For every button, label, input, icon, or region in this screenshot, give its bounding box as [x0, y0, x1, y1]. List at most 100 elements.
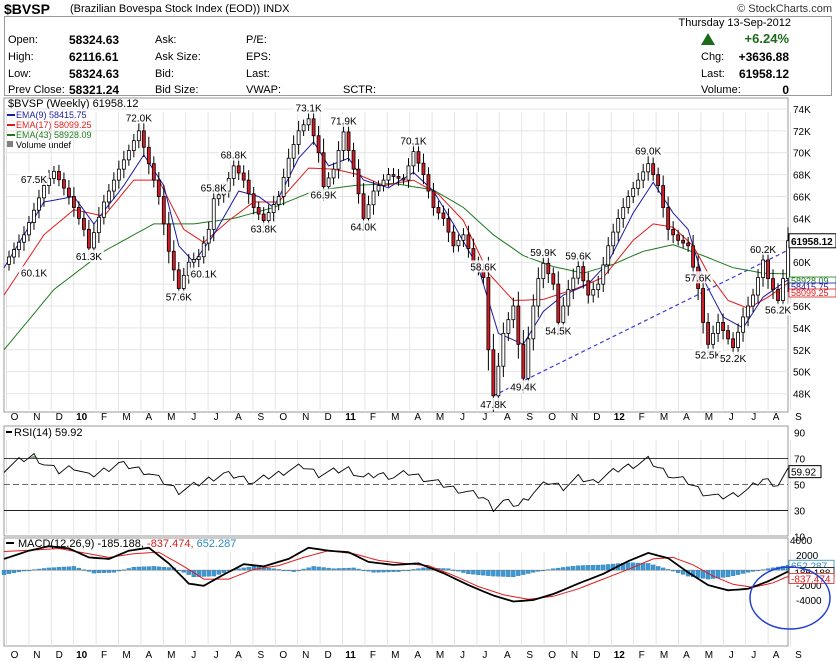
candle-11: [57, 170, 61, 181]
candle-118: [591, 289, 596, 296]
candle-156: [781, 278, 785, 301]
price-panel-border: [3, 97, 789, 413]
macd-hist-bar-111: [556, 567, 561, 571]
x-tick-label: D: [593, 650, 600, 661]
x-tick-label: J: [460, 650, 465, 661]
candle-59: [296, 130, 301, 145]
x-tick-label: J: [191, 412, 196, 423]
brand-label[interactable]: © StockCharts.com: [737, 3, 832, 15]
x-tick-label: D: [324, 650, 331, 661]
price-annotation-bg-10: [308, 188, 339, 201]
candle-67: [336, 150, 341, 170]
candle-127: [636, 179, 641, 189]
eps-label: EPS:: [246, 51, 272, 63]
price-annotation-bg-14: [468, 260, 499, 273]
x-tick-label: O: [11, 412, 19, 423]
candle-53: [266, 212, 271, 222]
candle-113: [566, 289, 571, 307]
candle-12: [62, 179, 66, 189]
price-panel: $BVSP (Weekly) 61958.12 EMA(9) 58415.75E…: [3, 98, 836, 412]
candle-63: [316, 135, 321, 154]
candle-114: [571, 277, 576, 290]
vwap-label: VWAP:: [246, 84, 282, 96]
price-y-tick: 48K: [793, 390, 811, 401]
candle-105: [526, 338, 531, 379]
ask-size-label: Ask Size:: [155, 51, 201, 63]
macd-hist-bar-131: [656, 566, 661, 571]
candle-15: [77, 207, 81, 219]
candle-58: [291, 144, 296, 159]
candle-150: [751, 294, 755, 307]
candle-41: [206, 228, 211, 244]
x-tick-label: A: [773, 412, 780, 423]
candle-69: [346, 131, 351, 151]
candle-86: [431, 190, 436, 208]
macd-hist-bar-9: [46, 567, 52, 571]
candle-124: [621, 207, 626, 219]
x-tick-label: M: [391, 650, 399, 661]
price-annotation-9: 73.1K: [296, 104, 322, 115]
x-tick-label: O: [11, 650, 19, 661]
x-tick-label: A: [414, 412, 421, 423]
candle-126: [631, 187, 636, 197]
candle-97: [486, 277, 491, 351]
x-tick-label: N: [571, 412, 578, 423]
candle-36: [181, 274, 186, 289]
price-annotation-19: 59.6K: [565, 251, 591, 262]
x-tick-label: A: [235, 412, 242, 423]
candle-120: [601, 264, 606, 285]
candle-82: [411, 151, 416, 167]
candle-14: [72, 196, 76, 208]
x-tick-label: D: [56, 412, 63, 423]
macd-hist-bar-2: [11, 569, 17, 573]
x-tick-label: 12: [614, 412, 626, 423]
price-annotation-11: 71.9K: [330, 117, 356, 128]
price-annotation-25: 56.2K: [765, 306, 791, 317]
rsi-y-tick: 90: [794, 429, 806, 440]
price-y-tick: 70K: [793, 149, 811, 160]
price-y-tick: 54K: [793, 324, 811, 335]
candle-70: [351, 150, 356, 170]
macd-signal-line: [3, 547, 789, 600]
x-axis-labels: O N D 10 F M A M J J A S O N D 11 F M A M J J A S O N D 12 F M A M J J A S O…: [11, 412, 803, 661]
price-annotation-6: 60.1K: [191, 269, 217, 280]
price-annotation-21: 57.6K: [685, 273, 711, 284]
x-tick-label: A: [683, 412, 690, 423]
macd-hist-bar-132: [661, 567, 666, 571]
x-tick-label: F: [370, 650, 376, 661]
candle-76: [381, 179, 386, 186]
macd-hist-bar-61: [306, 567, 311, 571]
macd-panel-title: MACD(12,26,9) -185.188, -837.474, 652.28…: [18, 538, 236, 550]
candle-1: [7, 256, 11, 265]
x-tick-label: J: [214, 650, 219, 661]
macd-hist-bar-43: [216, 569, 221, 575]
price-y-tick: 64K: [793, 214, 811, 225]
macd-hist-bar-41: [206, 569, 211, 577]
macd-hist-bar-65: [326, 567, 331, 571]
macd-hist-bar-64: [321, 567, 326, 571]
candle-34: [171, 250, 176, 271]
candle-143: [716, 322, 720, 334]
candle-144: [721, 322, 725, 332]
candle-116: [581, 266, 586, 282]
price-annotation-3: 72.0K: [126, 113, 152, 124]
macd-hist-bar-147: [735, 569, 741, 575]
macd-hist-bar-21: [106, 569, 112, 573]
price-annotation-20: 69.0K: [635, 146, 661, 157]
x-tick-label: A: [146, 650, 153, 661]
candle-48: [241, 172, 246, 181]
x-tick-label: M: [660, 412, 668, 423]
candle-2: [12, 249, 16, 258]
x-tick-label: S: [526, 650, 533, 661]
candle-32: [161, 196, 166, 225]
sctr-label: SCTR:: [343, 84, 376, 96]
price-annotation-13: 70.1K: [400, 136, 426, 147]
x-tick-label: O: [548, 650, 556, 661]
candle-6: [32, 209, 36, 223]
candle-157: [786, 240, 790, 280]
change-percent: +6.24%: [744, 31, 789, 46]
last-value: 61958.12: [738, 67, 789, 81]
macd-hist-bar-93: [466, 569, 471, 575]
highlight-ellipse: [749, 566, 831, 630]
ema-tag-value-2: 58099.25: [791, 288, 829, 298]
